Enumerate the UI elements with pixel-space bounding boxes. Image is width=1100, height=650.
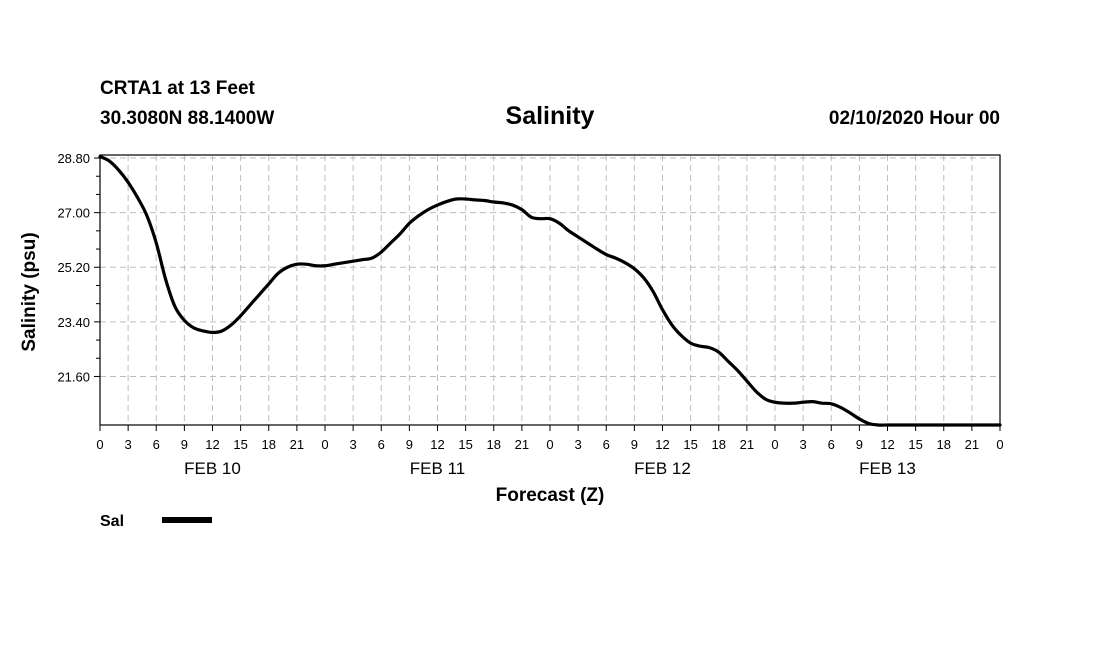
y-axis-ticks: 21.60 23.40 25.20 27.00 28.80 (57, 151, 100, 384)
station-label: CRTA1 at 13 Feet (100, 78, 256, 99)
x-tick-label: 21 (740, 437, 754, 452)
chart-title: Salinity (506, 102, 595, 130)
x-tick-label: 9 (631, 437, 638, 452)
x-tick-label: 15 (458, 437, 472, 452)
series-line-sal (98, 154, 1002, 427)
x-tick-label: 0 (321, 437, 328, 452)
x-tick-label: 3 (575, 437, 582, 452)
y-tick-label: 28.80 (57, 151, 90, 166)
x-tick-label: 9 (406, 437, 413, 452)
x-tick-label: 0 (96, 437, 103, 452)
day-label: FEB 11 (410, 459, 465, 478)
x-tick-label: 18 (262, 437, 276, 452)
x-axis-label: Forecast (Z) (496, 485, 605, 506)
x-tick-label: 0 (771, 437, 778, 452)
legend-label: Sal (100, 513, 124, 530)
x-tick-label: 6 (603, 437, 610, 452)
x-tick-label: 18 (712, 437, 726, 452)
x-tick-label: 12 (655, 437, 669, 452)
x-tick-label: 15 (683, 437, 697, 452)
x-tick-label: 15 (908, 437, 922, 452)
x-tick-label: 12 (205, 437, 219, 452)
x-tick-label: 0 (996, 437, 1003, 452)
x-tick-label: 9 (181, 437, 188, 452)
y-axis-label: Salinity (psu) (19, 232, 40, 351)
y-tick-label: 21.60 (57, 369, 90, 384)
grid-lines (100, 155, 1000, 425)
day-label: FEB 13 (859, 459, 916, 478)
day-labels: FEB 10 FEB 11 FEB 12 FEB 13 (184, 459, 916, 478)
y-tick-label: 27.00 (57, 206, 90, 221)
x-axis-ticks: 0 3 6 9 12 15 18 21 0 3 6 9 12 15 18 21 0 3 6 9 12 15 18 21 0 3 6 9… (96, 425, 1004, 452)
x-tick-label: 0 (546, 437, 553, 452)
x-tick-label: 9 (856, 437, 863, 452)
x-tick-label: 18 (487, 437, 501, 452)
x-tick-label: 12 (430, 437, 444, 452)
x-tick-label: 21 (290, 437, 304, 452)
day-label: FEB 10 (184, 459, 241, 478)
y-tick-label: 23.40 (57, 315, 90, 330)
x-tick-label: 6 (828, 437, 835, 452)
x-tick-label: 21 (965, 437, 979, 452)
plot-frame (99, 154, 1001, 426)
x-tick-label: 3 (350, 437, 357, 452)
x-tick-label: 6 (378, 437, 385, 452)
x-tick-label: 3 (800, 437, 807, 452)
x-tick-label: 3 (125, 437, 132, 452)
y-tick-label: 25.20 (57, 260, 90, 275)
x-tick-label: 21 (515, 437, 529, 452)
x-tick-label: 12 (880, 437, 894, 452)
day-label: FEB 12 (634, 459, 691, 478)
issued-label: 02/10/2020 Hour 00 (829, 108, 1000, 129)
location-label: 30.3080N 88.1400W (100, 108, 274, 129)
x-tick-label: 6 (153, 437, 160, 452)
x-tick-label: 15 (233, 437, 247, 452)
x-tick-label: 18 (937, 437, 951, 452)
